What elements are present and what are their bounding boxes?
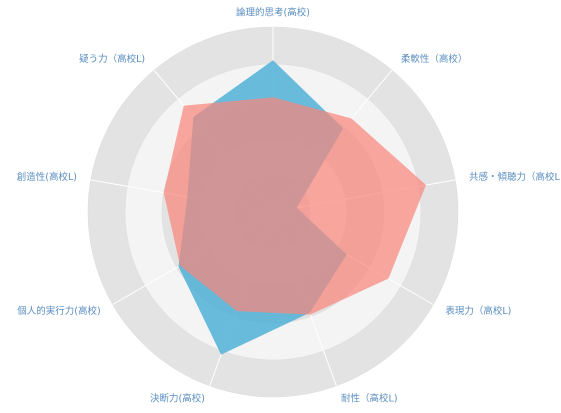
axis-label: 創造性(高校L) — [17, 171, 77, 183]
series-area — [163, 97, 426, 315]
axis-label: 決断力(高校) — [150, 392, 205, 404]
axis-label: 個人的実行力(高校) — [17, 305, 100, 317]
axis-label: 表現力（高校L) — [445, 305, 511, 317]
axis-label: 論理的思考(高校) — [236, 7, 310, 19]
axis-label: 柔軟性（高校） — [401, 53, 468, 65]
axis-label: 疑う力（高校L) — [79, 53, 145, 65]
axis-label: 共感・傾聴力（高校L — [469, 171, 561, 183]
axis-label: 耐性（高校L) — [341, 392, 398, 404]
